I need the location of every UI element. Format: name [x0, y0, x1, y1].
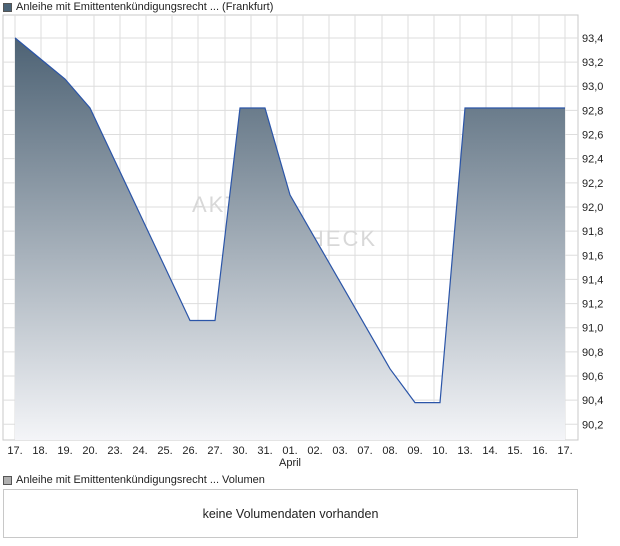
- x-tick-month-label: April: [279, 457, 301, 469]
- volume-panel: keine Volumendaten vorhanden: [3, 489, 578, 538]
- price-area: [15, 37, 565, 441]
- x-tick-label: 01.: [282, 445, 297, 457]
- x-tick-label: 14.: [482, 445, 497, 457]
- x-tick-label: 23.: [107, 445, 122, 457]
- y-tick-label: 90,4: [582, 395, 603, 407]
- x-tick-label: 09.: [407, 445, 422, 457]
- x-tick-label: 20.: [82, 445, 97, 457]
- y-tick-label: 92,2: [582, 178, 603, 190]
- x-tick-label: 17.: [7, 445, 22, 457]
- price-legend: Anleihe mit Emittentenkündigungsrecht ..…: [3, 0, 273, 14]
- x-tick-label: 31.: [257, 445, 272, 457]
- y-tick-label: 91,2: [582, 299, 603, 311]
- volume-legend-label: Anleihe mit Emittentenkündigungsrecht ..…: [16, 474, 265, 486]
- x-tick-label: 03.: [332, 445, 347, 457]
- y-tick-label: 91,6: [582, 250, 603, 262]
- x-tick-label: 24.: [132, 445, 147, 457]
- x-tick-label: 10.: [432, 445, 447, 457]
- volume-empty-message: keine Volumendaten vorhanden: [202, 506, 379, 521]
- price-line: [14, 37, 565, 404]
- y-tick-label: 92,4: [582, 154, 603, 166]
- x-tick-label: 16.: [532, 445, 547, 457]
- y-tick-label: 90,8: [582, 347, 603, 359]
- x-tick-label: 26.: [182, 445, 197, 457]
- x-tick-label: 27.: [207, 445, 222, 457]
- y-tick-label: 91,8: [582, 226, 603, 238]
- x-tick-label: 30.: [232, 445, 247, 457]
- x-tick-label: 25.: [157, 445, 172, 457]
- y-axis: 93,4 93,2 93,0 92,8 92,6 92,4 92,2 92,0 91,8 91,6…: [582, 33, 603, 431]
- x-axis: 17. 18. 19. 20. 23. 24. 25. 26. 27. 30. 31. 01. 02. 0…: [7, 445, 572, 469]
- y-tick-label: 90,6: [582, 371, 603, 383]
- volume-legend-swatch: [3, 475, 12, 485]
- x-tick-label: 18.: [32, 445, 47, 457]
- y-tick-label: 90,2: [582, 419, 603, 431]
- price-chart: AKTIEN CHECK 93,493,293,092,892,692,492,…: [2, 14, 603, 469]
- x-tick-label: 13.: [457, 445, 472, 457]
- y-tick-label: 92,8: [582, 105, 603, 117]
- x-tick-label: 07.: [357, 445, 372, 457]
- y-tick-label: 93,2: [582, 57, 603, 69]
- y-tick-label: 93,4: [582, 33, 603, 45]
- x-tick-label: 19.: [57, 445, 72, 457]
- y-tick-label: 93,0: [582, 81, 603, 93]
- x-tick-label: 02.: [307, 445, 322, 457]
- y-tick-label: 92,6: [582, 130, 603, 142]
- y-tick-label: 91,4: [582, 274, 603, 286]
- price-legend-label: Anleihe mit Emittentenkündigungsrecht ..…: [16, 1, 274, 13]
- y-tick-label: 91,0: [582, 323, 603, 335]
- x-tick-label: 08.: [382, 445, 397, 457]
- price-legend-swatch: [3, 2, 12, 12]
- x-tick-label: 15.: [507, 445, 522, 457]
- y-tick-label: 92,0: [582, 202, 603, 214]
- x-tick-label: 17.: [557, 445, 572, 457]
- volume-legend: Anleihe mit Emittentenkündigungsrecht ..…: [3, 473, 265, 487]
